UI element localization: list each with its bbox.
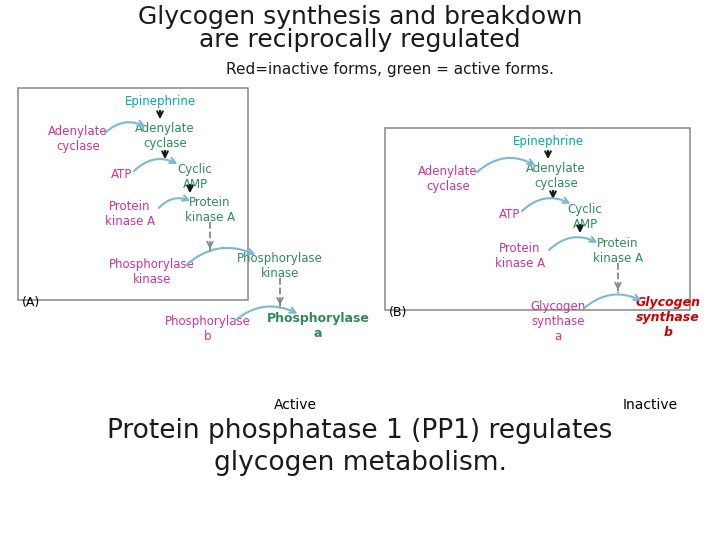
Text: Phosphorylase
kinase: Phosphorylase kinase	[109, 258, 195, 286]
Text: Inactive: Inactive	[622, 398, 678, 412]
Text: Protein
kinase A: Protein kinase A	[185, 196, 235, 224]
Text: Adenylate
cyclase: Adenylate cyclase	[418, 165, 478, 193]
Text: Red=inactive forms, green = active forms.: Red=inactive forms, green = active forms…	[226, 62, 554, 77]
Text: Cyclic
AMP: Cyclic AMP	[567, 203, 603, 231]
Text: Adenylate
cyclase: Adenylate cyclase	[135, 122, 195, 150]
Text: Epinephrine: Epinephrine	[125, 95, 196, 108]
Text: Protein
kinase A: Protein kinase A	[593, 237, 643, 265]
Text: Epinephrine: Epinephrine	[513, 135, 584, 148]
Text: glycogen metabolism.: glycogen metabolism.	[214, 450, 506, 476]
Text: Phosphorylase
a: Phosphorylase a	[266, 312, 369, 340]
Text: (A): (A)	[22, 296, 40, 309]
Text: Phosphorylase
b: Phosphorylase b	[165, 315, 251, 343]
Text: Glycogen
synthase
b: Glycogen synthase b	[636, 296, 701, 339]
Text: Protein
kinase A: Protein kinase A	[495, 242, 545, 270]
Text: Protein
kinase A: Protein kinase A	[105, 200, 155, 228]
Text: Active: Active	[274, 398, 317, 412]
Text: ATP: ATP	[112, 168, 132, 181]
Text: Glycogen synthesis and breakdown: Glycogen synthesis and breakdown	[138, 5, 582, 29]
Text: Cyclic
AMP: Cyclic AMP	[178, 163, 212, 191]
Text: Glycogen
synthase
a: Glycogen synthase a	[531, 300, 585, 343]
Text: are reciprocally regulated: are reciprocally regulated	[199, 28, 521, 52]
Bar	[385, 128, 690, 310]
Text: ATP: ATP	[499, 208, 521, 221]
Text: (B): (B)	[389, 306, 408, 319]
Text: Adenylate
cyclase: Adenylate cyclase	[526, 162, 586, 190]
Text: Phosphorylase
kinase: Phosphorylase kinase	[237, 252, 323, 280]
Text: Protein phosphatase 1 (PP1) regulates: Protein phosphatase 1 (PP1) regulates	[107, 418, 613, 444]
Bar	[18, 88, 248, 300]
Text: Adenylate
cyclase: Adenylate cyclase	[48, 125, 108, 153]
